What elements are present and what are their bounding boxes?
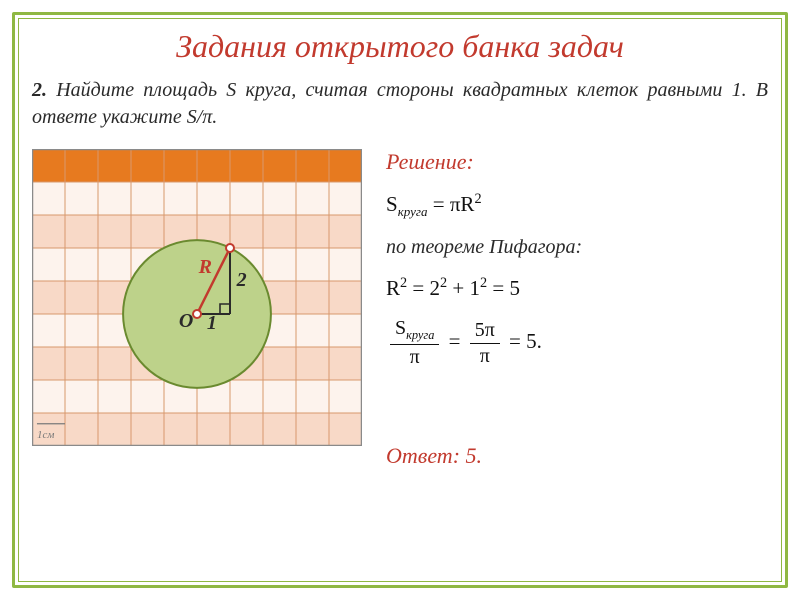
answer-text: Ответ: 5. [386,443,768,469]
f2n: 5π [470,319,500,344]
rsq-lsup: 2 [400,275,407,291]
rsq-r: = 5 [492,276,520,300]
rsq-l: R [386,276,400,300]
rsq-msup: 2 [440,275,447,291]
f2d: π [470,344,500,368]
frac-s-over-pi: Sкруга π [390,317,439,369]
lower-row: OR121см Решение: Sкруга = πR2 по теореме… [32,149,768,469]
r-squared-formula: R2 = 22 + 12 = 5 [386,275,768,301]
problem-statement: 2. Найдите площадь S круга, считая сторо… [32,77,768,131]
f1ns: круга [406,328,434,342]
svg-text:1см: 1см [37,429,54,441]
solution-label: Решение: [386,149,768,175]
f1d: π [390,345,439,369]
problem-text: Найдите площадь S круга, считая стороны … [32,79,768,128]
svg-text:O: O [179,310,193,332]
area-rhs: = πR [433,192,475,216]
figure: O R 12 1см [32,149,362,469]
final-formula: Sкруга π = 5π π = 5. [386,317,768,369]
rsq-psup: 2 [480,275,487,291]
area-var: S [386,192,398,216]
slide-title: Задания открытого банка задач [32,28,768,65]
area-sup: 2 [474,191,481,207]
svg-text:1: 1 [207,312,217,334]
f1nv: S [395,317,406,339]
grid-circle-svg: O R 12 1см [32,149,362,446]
problem-number: 2. [32,79,47,101]
rsq-p: + 1 [452,276,480,300]
slide-content: Задания открытого банка задач 2. Найдите… [32,28,768,572]
solution-column: Решение: Sкруга = πR2 по теореме Пифагор… [386,149,768,469]
feq1: = [449,329,466,353]
svg-text:2: 2 [236,269,247,291]
feq2: = 5. [509,329,542,353]
frac-5pi-over-pi: 5π π [470,319,500,368]
area-sub: круга [398,204,428,219]
rsq-m: = 2 [412,276,440,300]
svg-text:R: R [198,256,212,278]
area-formula: Sкруга = πR2 [386,191,768,220]
pythagoras-label: по теореме Пифагора: [386,236,768,259]
